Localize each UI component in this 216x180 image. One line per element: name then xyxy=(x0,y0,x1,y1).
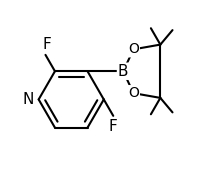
Text: O: O xyxy=(128,42,139,56)
Text: N: N xyxy=(22,92,33,107)
Text: O: O xyxy=(128,86,139,100)
Text: F: F xyxy=(42,37,51,52)
Text: B: B xyxy=(118,64,129,79)
Text: F: F xyxy=(109,119,118,134)
